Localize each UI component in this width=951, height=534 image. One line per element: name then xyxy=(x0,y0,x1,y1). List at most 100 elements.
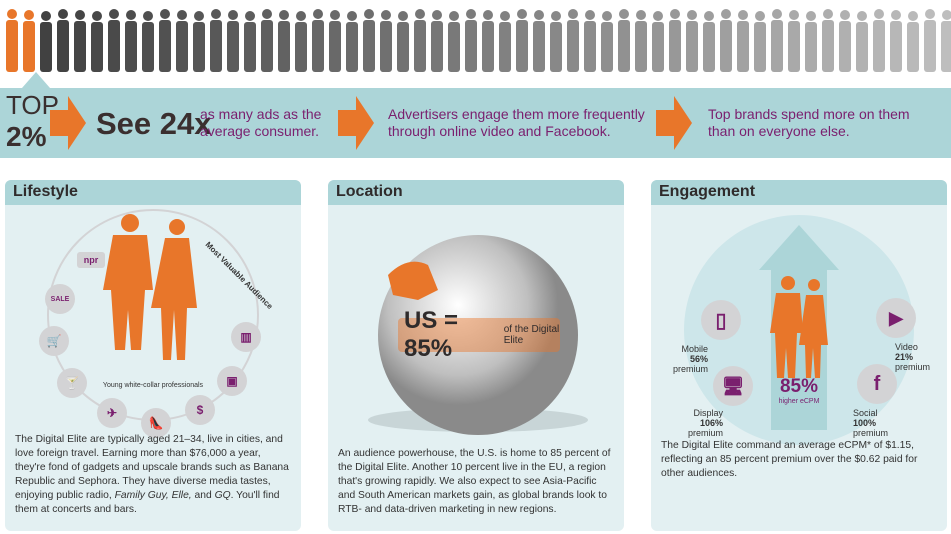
person-silhouette xyxy=(74,10,86,72)
person-silhouette xyxy=(397,11,409,72)
tablet-icon: ▣ xyxy=(217,366,247,396)
sale-tag-icon: SALE xyxy=(45,284,75,314)
arrow-icon xyxy=(50,96,86,150)
person-silhouette xyxy=(686,10,698,72)
mobile-suffix: premium xyxy=(673,364,709,374)
lifestyle-panel: Lifestyle Most Valuable Audience Young w… xyxy=(5,180,301,531)
person-silhouette xyxy=(210,9,222,72)
social-suffix: premium xyxy=(853,428,889,438)
person-silhouette xyxy=(278,10,290,72)
engagement-title: Engagement xyxy=(651,180,947,205)
see-24x: See 24x xyxy=(96,106,212,141)
video-suffix: premium xyxy=(895,362,931,372)
display-name: Display xyxy=(693,408,723,418)
display-value: 106% xyxy=(699,418,723,428)
pointer-triangle xyxy=(22,72,50,88)
person-silhouette xyxy=(737,10,749,72)
person-silhouette xyxy=(856,11,868,72)
lifestyle-text-d: GQ xyxy=(214,490,231,501)
ecpm-value: 85% xyxy=(779,376,819,397)
engagement-panel: Engagement 85% higher eCPM ▯ Mobile 56% pr… xyxy=(651,180,947,531)
display-suffix: premium xyxy=(687,428,723,438)
cart-icon: 🛒 xyxy=(39,326,69,356)
npr-logo: npr xyxy=(77,252,105,268)
ecpm-stat: 85% higher eCPM xyxy=(751,376,847,405)
lifestyle-text-a: The Digital Elite are typically aged 21–… xyxy=(15,434,289,501)
money-bag-icon: $ xyxy=(185,395,215,425)
person-silhouette xyxy=(176,10,188,72)
facebook-icon: f xyxy=(857,364,897,404)
person-silhouette xyxy=(91,11,103,72)
mobile-icon: ▯ xyxy=(701,300,741,340)
person-silhouette xyxy=(516,9,528,72)
brands-message: Top brands spend more on them than on ev… xyxy=(708,106,910,139)
stats-banner: TOP 2% See 24x as many ads as the average… xyxy=(0,88,951,158)
person-silhouette xyxy=(924,9,936,72)
us-stat-box: US = 85% of the Digital Elite xyxy=(398,307,560,362)
person-silhouette xyxy=(414,9,426,72)
mobile-value: 56% xyxy=(689,354,708,364)
location-text: An audience powerhouse, the U.S. is home… xyxy=(338,448,611,515)
person-silhouette xyxy=(754,11,766,72)
engagement-text: The Digital Elite command an average eCP… xyxy=(661,440,918,479)
person-silhouette xyxy=(142,11,154,72)
person-silhouette xyxy=(125,10,137,72)
us-stat: US = 85% xyxy=(404,307,459,362)
person-silhouette xyxy=(822,9,834,72)
person-silhouette xyxy=(635,10,647,72)
mobile-name: Mobile xyxy=(681,344,708,354)
see-caption: as many ads as the average consumer. xyxy=(200,106,322,139)
person-silhouette xyxy=(533,10,545,72)
person-silhouette xyxy=(567,9,579,72)
person-silhouette xyxy=(669,9,681,72)
ecpm-caption: higher eCPM xyxy=(778,398,820,405)
lifestyle-title: Lifestyle xyxy=(5,180,301,205)
person-silhouette xyxy=(108,9,120,72)
person-silhouette xyxy=(703,11,715,72)
person-silhouette xyxy=(482,10,494,72)
person-silhouette xyxy=(839,10,851,72)
couple-silhouette xyxy=(103,214,197,360)
person-silhouette xyxy=(465,9,477,72)
person-silhouette xyxy=(550,11,562,72)
person-silhouette xyxy=(380,10,392,72)
person-silhouette xyxy=(771,9,783,72)
person-silhouette xyxy=(193,11,205,72)
top-value: 2% xyxy=(6,121,47,152)
arc-label: Most Valuable Audience xyxy=(204,240,275,311)
person-silhouette xyxy=(805,11,817,72)
video-icon: ▶ xyxy=(876,298,916,338)
top-2-percent: TOP 2% xyxy=(6,92,59,152)
high-heel-icon: 👠 xyxy=(141,408,171,438)
person-silhouette xyxy=(159,9,171,72)
display-icon: 🖥 xyxy=(713,366,753,406)
person-silhouette xyxy=(346,11,358,72)
video-value: 21% xyxy=(895,352,914,362)
lifestyle-text: The Digital Elite are typically aged 21–… xyxy=(15,433,293,517)
person-silhouette xyxy=(448,11,460,72)
person-silhouette xyxy=(57,9,69,72)
person-silhouette xyxy=(431,10,443,72)
globe-illustration xyxy=(368,235,588,435)
person-silhouette xyxy=(584,10,596,72)
person-silhouette xyxy=(363,9,375,72)
location-panel: Location US = 85% of the Digital Elite A… xyxy=(328,180,624,531)
cocktail-icon: 🍸 xyxy=(57,368,87,398)
lifestyle-text-c: and xyxy=(191,490,215,501)
city-icon: ▥ xyxy=(231,322,261,352)
video-label: Video 21% premium xyxy=(895,342,935,372)
arrow-icon xyxy=(656,96,692,150)
person-silhouette xyxy=(40,11,52,72)
social-value: 100% xyxy=(853,418,877,428)
lifestyle-text-b: Family Guy, Elle, xyxy=(114,490,192,501)
person-silhouette xyxy=(23,10,35,72)
lifestyle-text-e: . You'll find them at concerts and bars. xyxy=(15,490,280,515)
airplane-icon: ✈ xyxy=(97,398,127,428)
person-silhouette xyxy=(873,9,885,72)
video-name: Video xyxy=(895,342,918,352)
person-silhouette xyxy=(601,11,613,72)
person-silhouette xyxy=(244,11,256,72)
person-silhouette xyxy=(312,9,324,72)
person-silhouette xyxy=(788,10,800,72)
person-silhouette xyxy=(295,11,307,72)
